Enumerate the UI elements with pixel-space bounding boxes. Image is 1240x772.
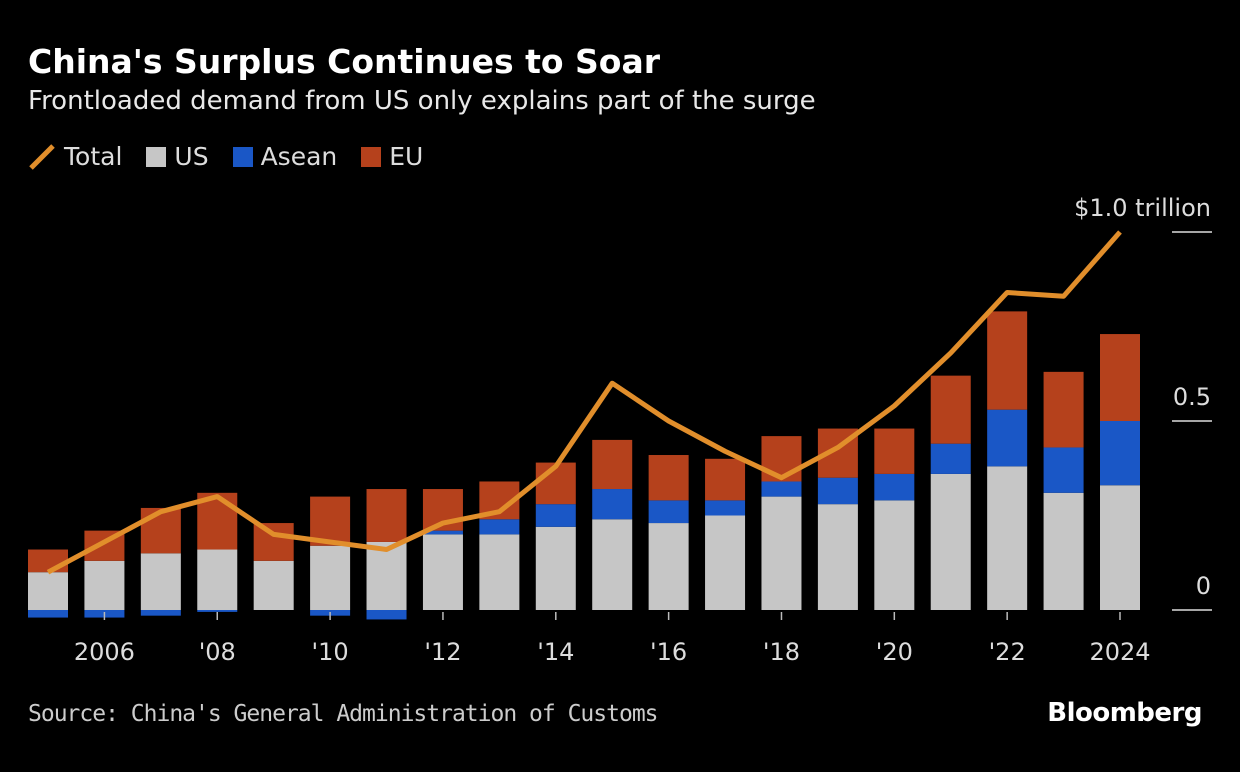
- square-swatch-icon: [146, 146, 167, 167]
- bar-asean-2012: [422, 530, 463, 535]
- x-tick-label: '20: [876, 638, 913, 666]
- bar-us-2016: [648, 523, 689, 610]
- legend-item-asean: Asean: [232, 142, 338, 171]
- bar-eu-2023: [1043, 371, 1084, 448]
- legend-label: US: [174, 142, 209, 171]
- x-tick-label: '12: [424, 638, 461, 666]
- bar-eu-2017: [705, 458, 746, 501]
- bar-us-2005: [28, 572, 68, 610]
- bar-eu-2021: [930, 375, 971, 444]
- bar-us-2012: [422, 534, 463, 610]
- bar-asean-2007: [140, 610, 181, 616]
- legend-item-eu: EU: [361, 142, 423, 171]
- bar-eu-2018: [761, 436, 802, 482]
- bar-us-2014: [535, 526, 576, 610]
- bar-asean-2015: [592, 489, 633, 520]
- x-tick-label: '08: [199, 638, 236, 666]
- bar-us-2018: [761, 496, 802, 610]
- bar-us-2009: [253, 560, 294, 610]
- y-tick-label: 0: [1196, 572, 1211, 600]
- bar-asean-2019: [817, 477, 858, 505]
- legend-item-us: US: [146, 142, 209, 171]
- bar-us-2023: [1043, 492, 1084, 610]
- bar-asean-2014: [535, 504, 576, 527]
- series-line-total: [46, 230, 1122, 575]
- bar-asean-2011: [366, 610, 407, 620]
- legend-item-total: Total: [28, 142, 122, 171]
- bar-eu-2009: [253, 523, 294, 561]
- bar-asean-2020: [874, 473, 915, 501]
- bar-asean-2024: [1100, 421, 1140, 486]
- line-swatch-icon: [29, 143, 55, 170]
- bar-us-2006: [84, 560, 125, 610]
- bar-eu-2011: [366, 489, 407, 542]
- bar-eu-2022: [987, 311, 1028, 410]
- bar-asean-2018: [761, 481, 802, 497]
- chart-title: China's Surplus Continues to Soar: [28, 42, 660, 81]
- bar-eu-2020: [874, 428, 915, 474]
- bar-us-2019: [817, 504, 858, 610]
- bar-asean-2017: [705, 500, 746, 516]
- x-tick-label: '22: [989, 638, 1026, 666]
- bar-asean-2016: [648, 500, 689, 524]
- bar-us-2007: [140, 553, 181, 610]
- bar-us-2008: [197, 549, 238, 610]
- bar-us-2024: [1100, 485, 1140, 610]
- bar-us-2021: [930, 473, 971, 610]
- bar-asean-2008: [197, 610, 238, 612]
- legend: Total US Asean EU: [28, 142, 447, 171]
- bar-eu-2016: [648, 455, 689, 501]
- bar-eu-2007: [140, 507, 181, 554]
- x-tick-label: '14: [537, 638, 574, 666]
- y-tick-label: 0.5: [1173, 383, 1211, 411]
- x-tick-label: '10: [312, 638, 349, 666]
- bar-asean-2013: [479, 519, 520, 535]
- bloomberg-logo: Bloomberg: [1047, 698, 1202, 728]
- legend-label: EU: [389, 142, 424, 171]
- bar-asean-2005: [28, 610, 68, 618]
- bar-eu-2015: [592, 439, 633, 490]
- legend-label: Asean: [260, 142, 338, 171]
- bar-us-2010: [310, 545, 351, 610]
- bar-us-2022: [987, 466, 1028, 610]
- x-tick-label: 2006: [74, 638, 135, 666]
- bar-us-2015: [592, 519, 633, 610]
- bar-asean-2023: [1043, 447, 1084, 493]
- square-swatch-icon: [232, 146, 253, 167]
- bar-eu-2024: [1100, 334, 1140, 421]
- bar-us-2020: [874, 500, 915, 610]
- source-note: Source: China's General Administration o…: [28, 701, 659, 727]
- y-tick-label: $1.0 trillion: [1074, 194, 1211, 222]
- legend-label: Total: [64, 142, 123, 171]
- square-swatch-icon: [361, 146, 382, 167]
- x-tick-label: '16: [650, 638, 687, 666]
- x-tick-label: '18: [763, 638, 800, 666]
- bar-eu-2010: [310, 496, 351, 546]
- bar-asean-2021: [930, 443, 971, 474]
- bar-us-2017: [705, 515, 746, 610]
- bar-asean-2022: [987, 409, 1028, 467]
- bar-us-2011: [366, 541, 407, 610]
- chart-subtitle: Frontloaded demand from US only explains…: [28, 86, 816, 116]
- bar-us-2013: [479, 534, 520, 610]
- bar-eu-2005: [28, 549, 68, 573]
- x-tick-label: 2024: [1089, 638, 1150, 666]
